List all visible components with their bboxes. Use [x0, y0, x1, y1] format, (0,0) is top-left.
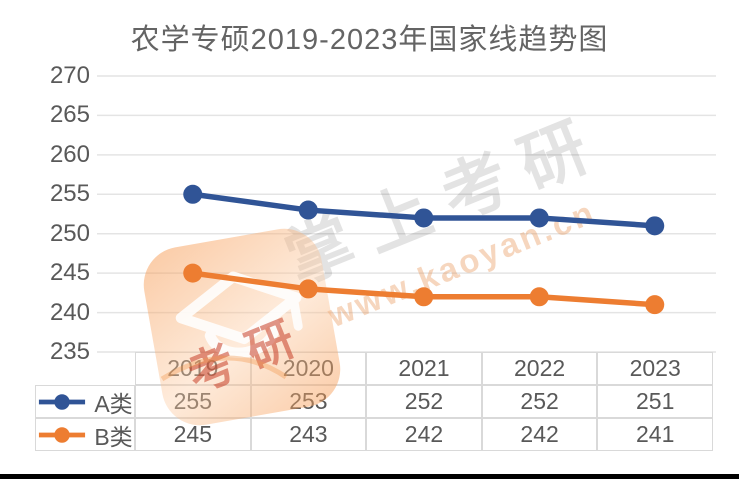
y-axis-tick-label: 270 — [49, 62, 90, 89]
table-cell-a-2022: 252 — [481, 385, 598, 418]
bottom-border-bar — [0, 474, 739, 479]
table-cell-a-2023: 251 — [597, 385, 713, 418]
y-axis-tick-label: 250 — [49, 219, 90, 247]
table-header-2023: 2023 — [597, 352, 713, 385]
legend-key-b-icon — [39, 426, 86, 443]
watermark-url-text: www.kaoyan.cn — [322, 192, 602, 335]
chart-title: 农学专硕2019-2023年国家线趋势图 — [130, 24, 609, 56]
y-axis-tick-label: 245 — [49, 259, 90, 287]
data-point-marker — [414, 208, 434, 228]
y-axis-tick-label: 265 — [49, 101, 90, 129]
table-corner-cell — [35, 352, 135, 385]
legend-item-b: B类 — [35, 418, 135, 451]
data-point-marker — [298, 200, 318, 220]
table-cell-b-2019: 245 — [135, 418, 251, 451]
watermark-brand-text: 掌上考研 — [275, 102, 615, 297]
table-header-2020: 2020 — [250, 352, 367, 385]
data-point-marker — [529, 287, 549, 307]
table-cell-b-2020: 243 — [250, 418, 367, 451]
y-axis-tick-label: 235 — [49, 338, 90, 365]
legend-label-a: A类 — [94, 390, 133, 417]
table-cell-a-2020: 253 — [250, 385, 367, 418]
data-point-marker — [414, 287, 434, 307]
table-cell-b-2021: 242 — [366, 418, 482, 451]
data-point-marker — [645, 216, 665, 236]
table-header-2022: 2022 — [481, 352, 598, 385]
table-cell-b-2023: 241 — [597, 418, 713, 451]
table-cell-a-2021: 252 — [366, 385, 482, 418]
series-line-0 — [190, 191, 658, 229]
data-point-marker — [298, 279, 318, 299]
y-axis-tick-label: 260 — [49, 140, 90, 168]
data-point-marker — [529, 208, 549, 228]
data-table: 2019 2020 2021 2022 2023 A类 255 253 252 … — [35, 352, 713, 451]
table-header-2019: 2019 — [135, 352, 251, 385]
data-point-marker — [183, 263, 203, 283]
table-cell-a-2019: 255 — [135, 385, 251, 418]
data-point-marker — [183, 184, 203, 204]
table-cell-b-2022: 242 — [481, 418, 598, 451]
legend-item-a: A类 — [35, 385, 135, 418]
legend-label-b: B类 — [94, 423, 133, 450]
y-axis-tick-label: 240 — [49, 298, 90, 326]
series-line-1 — [190, 270, 658, 308]
data-point-marker — [645, 295, 665, 315]
table-header-2021: 2021 — [366, 352, 482, 385]
legend-key-a-icon — [39, 393, 86, 410]
y-axis-tick-label: 255 — [49, 180, 90, 208]
